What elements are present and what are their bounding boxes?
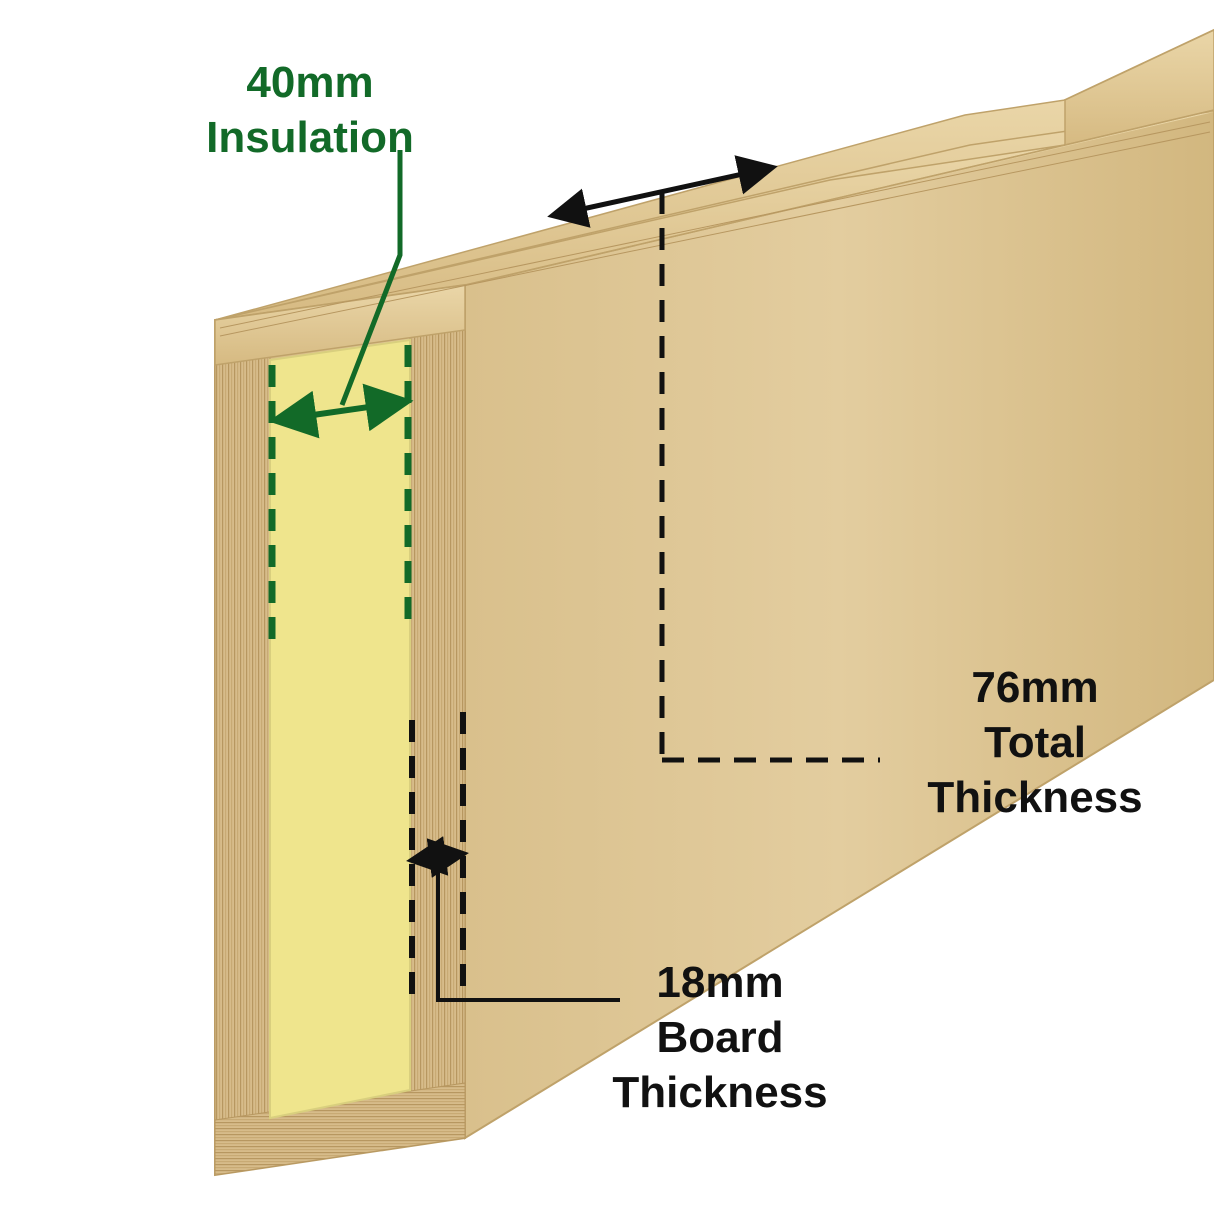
label-board-l3: Thickness (560, 1065, 880, 1120)
label-total-l2: Total (875, 715, 1195, 770)
cross-section (215, 285, 465, 1175)
label-total: 76mm Total Thickness (875, 660, 1195, 825)
diagram-stage: 40mm Insulation 76mm Total Thickness 18m… (0, 0, 1214, 1214)
label-total-l3: Thickness (875, 770, 1195, 825)
label-board: 18mm Board Thickness (560, 955, 880, 1120)
label-insulation-l2: Insulation (150, 110, 470, 165)
label-total-l1: 76mm (875, 660, 1195, 715)
insulation-core (270, 340, 410, 1118)
label-board-l1: 18mm (560, 955, 880, 1010)
label-board-l2: Board (560, 1010, 880, 1065)
label-insulation-l1: 40mm (150, 55, 470, 110)
label-insulation: 40mm Insulation (150, 55, 470, 165)
